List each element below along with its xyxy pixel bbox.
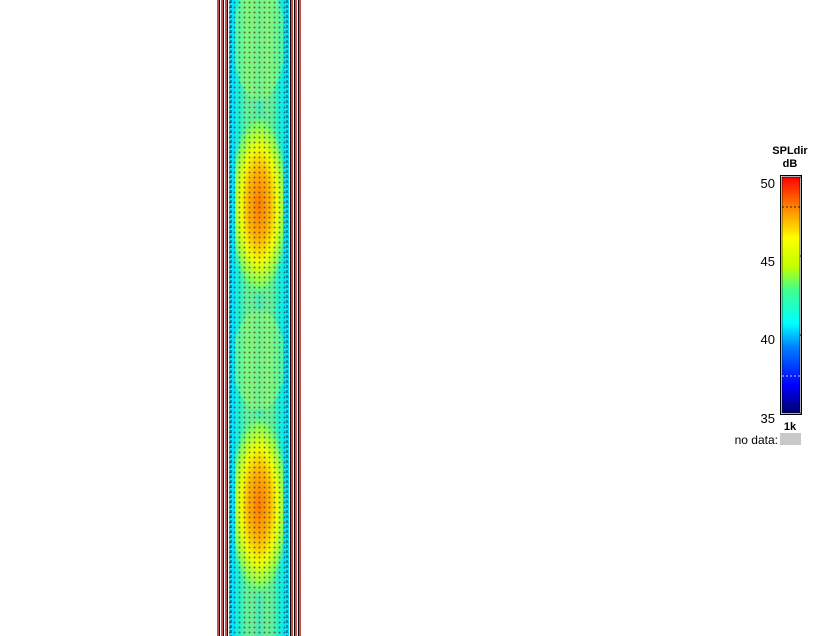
frequency-label: 1k (783, 421, 797, 433)
scale-tick-45: 45 (760, 254, 775, 269)
color-scale-bar (780, 175, 802, 415)
spl-heatmap (217, 0, 301, 636)
spl-coverage-strip (217, 0, 301, 636)
right-boundary-lines (286, 0, 301, 636)
no-data-label: no data: (734, 433, 778, 447)
left-boundary-lines (217, 0, 232, 636)
receiver-grid (229, 0, 289, 636)
scale-tick-35: 35 (760, 411, 775, 426)
no-data-swatch (780, 433, 801, 445)
scale-tick-40: 40 (760, 332, 775, 347)
legend-title: SPLdir (772, 145, 808, 157)
scale-tick-50: 50 (760, 176, 775, 191)
legend-unit: dB (782, 158, 798, 170)
